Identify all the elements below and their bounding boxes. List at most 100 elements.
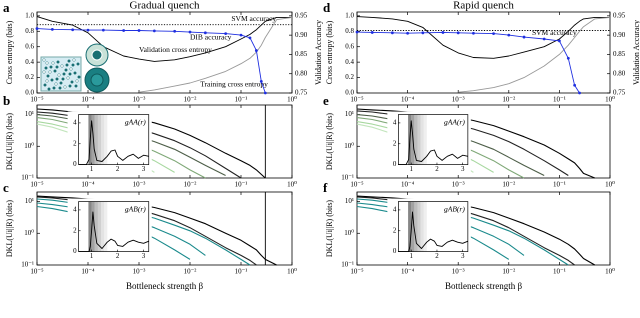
illustration-dot	[66, 76, 70, 80]
illustration-dot	[60, 64, 64, 68]
inset-y-tick-label: 2	[73, 139, 77, 147]
series-line	[398, 211, 469, 253]
point	[406, 31, 409, 35]
inset-shading	[94, 201, 98, 252]
panel-letter: d	[323, 0, 331, 15]
point	[122, 29, 126, 32]
point	[259, 80, 263, 83]
y2-tick-label: 0.90	[295, 31, 308, 39]
x-tick-label: 10⁻⁵	[350, 96, 364, 104]
x-tick-label: 10⁻⁵	[30, 96, 44, 104]
y2-tick-label: 0.75	[295, 89, 308, 97]
inset-y-tick-label: 4	[393, 119, 397, 127]
y-tick-label: 0.8	[345, 27, 354, 35]
x-tick-label: 10⁻¹	[553, 181, 566, 189]
illustration-dot	[74, 84, 78, 88]
point	[152, 29, 156, 33]
illustration-dot	[55, 65, 59, 69]
point	[239, 33, 243, 37]
point	[542, 37, 546, 41]
point	[173, 29, 177, 33]
series-annotation: DIB accuracy	[190, 33, 232, 42]
inset-shading	[94, 114, 98, 165]
inset-shading	[414, 114, 418, 165]
illustration-dot	[68, 84, 72, 88]
inset-shading	[420, 114, 424, 165]
point	[558, 39, 561, 43]
x-tick-label: 10⁻³	[452, 181, 465, 189]
inset-x-tick-label: 2	[435, 252, 439, 260]
y-tick-label: 10⁰	[344, 229, 354, 237]
series-annotation: SVM accuracy	[231, 14, 276, 23]
x-tick-label: 10⁻²	[184, 268, 197, 276]
y-tick-label: 10⁰	[24, 229, 34, 237]
x-tick-label: 10⁻⁴	[81, 268, 95, 276]
illustration-dot	[57, 73, 61, 77]
inset-title: gAA(r)	[125, 117, 146, 126]
inset-shading	[423, 114, 427, 165]
illustration	[90, 73, 104, 87]
y-axis-label: DKL(Ui||R) (bits)	[325, 113, 334, 171]
inset-shading	[97, 201, 102, 252]
inset-y-tick-label: 2	[73, 226, 77, 234]
illustration-dot	[59, 81, 63, 85]
inset-background	[387, 198, 471, 261]
point	[441, 31, 445, 34]
point	[224, 32, 228, 35]
illustration-dot	[61, 77, 65, 81]
x-tick-label: 10⁻⁴	[401, 268, 415, 276]
x-tick-label: 10⁻⁴	[81, 96, 95, 104]
inset-x-tick-label: 1	[409, 165, 413, 173]
x-tick-label: 10⁻⁵	[350, 181, 364, 189]
x-tick-label: 10⁻⁴	[401, 181, 415, 189]
point	[421, 31, 425, 35]
illustration-dot	[42, 70, 46, 74]
inset-shading	[408, 201, 412, 252]
point	[573, 83, 577, 87]
inset-x-tick-label: 2	[116, 165, 120, 173]
point	[472, 31, 475, 35]
series-line	[458, 16, 611, 93]
plot-frame	[36, 191, 293, 266]
illustration-dot	[77, 75, 81, 79]
inset-shading	[101, 114, 105, 165]
panel-letter: f	[323, 180, 328, 195]
point	[35, 27, 39, 30]
series-line	[138, 16, 293, 93]
inset-shading	[414, 201, 418, 252]
y-axis-label: DKL(Ui||R) (bits)	[325, 200, 334, 258]
point	[203, 31, 207, 35]
series-annotation: Training cross entropy	[200, 80, 268, 89]
illustration-dot	[72, 58, 76, 62]
y2-tick-label: 0.95	[613, 11, 626, 19]
illustration-dot	[47, 87, 51, 91]
illustration-dot	[43, 83, 47, 87]
illustration-dot	[67, 59, 71, 63]
inset-shading	[104, 114, 108, 165]
panel-letter: a	[3, 0, 10, 15]
inset-frame	[398, 201, 469, 252]
illustration-dot	[44, 66, 48, 70]
series-annotation: SVM accuracy	[532, 28, 577, 37]
inset-shading	[417, 114, 421, 165]
chart-title: Rapid quench	[453, 0, 514, 12]
illustration-dot	[71, 63, 75, 67]
inset-x-tick-label: 3	[461, 165, 465, 173]
plot-frame	[356, 11, 611, 94]
y-tick-label: 10⁰	[24, 142, 34, 150]
y-axis-label: Cross entropy (bits)	[325, 20, 334, 84]
y2-tick-label: 0.95	[295, 11, 308, 19]
illustration-dot	[48, 70, 52, 74]
illustration-dot	[70, 80, 74, 84]
x-tick-label: 10⁻¹	[553, 268, 566, 276]
series-line	[78, 120, 149, 166]
x-axis-label: Bottleneck strength β	[445, 281, 522, 291]
inset-frame	[398, 114, 469, 165]
illustration-dot	[76, 62, 80, 66]
plot-frame	[36, 104, 293, 179]
inset-x-tick-label: 2	[116, 252, 120, 260]
inset-shading	[91, 201, 95, 252]
y2-tick-label: 0.80	[295, 69, 308, 77]
x-tick-label: 10⁻⁵	[350, 268, 364, 276]
inset-background	[67, 198, 152, 261]
